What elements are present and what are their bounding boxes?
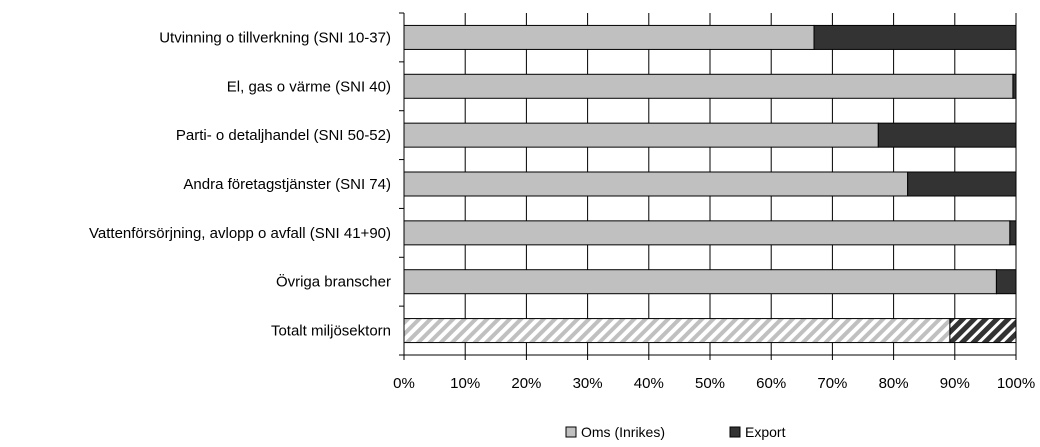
category-labels: Utvinning o tillverkning (SNI 10-37) El, … [89,29,391,339]
x-tick-label: 50% [695,375,725,392]
bar-segment-inrikes [403,24,815,50]
x-tick-label: 10% [450,375,480,392]
bar-segment-export [1012,73,1017,99]
x-tick-label: 70% [817,375,847,392]
axes [399,12,1017,360]
x-tick-label: 40% [634,375,664,392]
legend-label: Export [745,424,786,440]
bar-segment-export [995,269,1017,295]
bar-segment-inrikes [403,220,1011,246]
bar-segment-export [949,318,1017,344]
category-label: El, gas o värme (SNI 40) [227,78,391,95]
bar-segment-inrikes [403,171,909,197]
bar-segment-export [877,122,1017,148]
x-tick-label: 0% [393,375,415,392]
category-label: Övriga branscher [276,273,391,291]
category-label: Utvinning o tillverkning (SNI 10-37) [159,29,391,46]
legend-label: Oms (Inrikes) [581,424,665,440]
legend-swatch [729,426,741,438]
x-tick-label: 30% [573,375,603,392]
category-label: Andra företagstjänster (SNI 74) [183,176,391,193]
x-tick-label: 20% [511,375,541,392]
bar-segment-export [1009,220,1017,246]
category-label: Parti- o detaljhandel (SNI 50-52) [176,127,391,144]
bar-segment-inrikes [403,73,1014,99]
x-tick-label: 60% [756,375,786,392]
x-tick-label: 100% [997,375,1035,392]
bar-segment-inrikes [403,318,951,344]
bar-segment-inrikes [403,269,997,295]
bar-segment-export [813,24,1017,50]
category-label: Totalt miljösektorn [271,323,391,340]
bar-segment-export [907,171,1017,197]
legend-swatch [565,426,577,438]
x-tick-labels: 0% 10% 20% 30% 40% 50% 60% 70% 80% 90% 100% [393,375,1035,392]
bar-segment-inrikes [403,122,879,148]
category-label: Vattenförsörjning, avlopp o avfall (SNI … [89,225,391,242]
x-tick-label: 80% [879,375,909,392]
x-tick-label: 90% [940,375,970,392]
legend: Oms (Inrikes) Export [565,424,786,440]
